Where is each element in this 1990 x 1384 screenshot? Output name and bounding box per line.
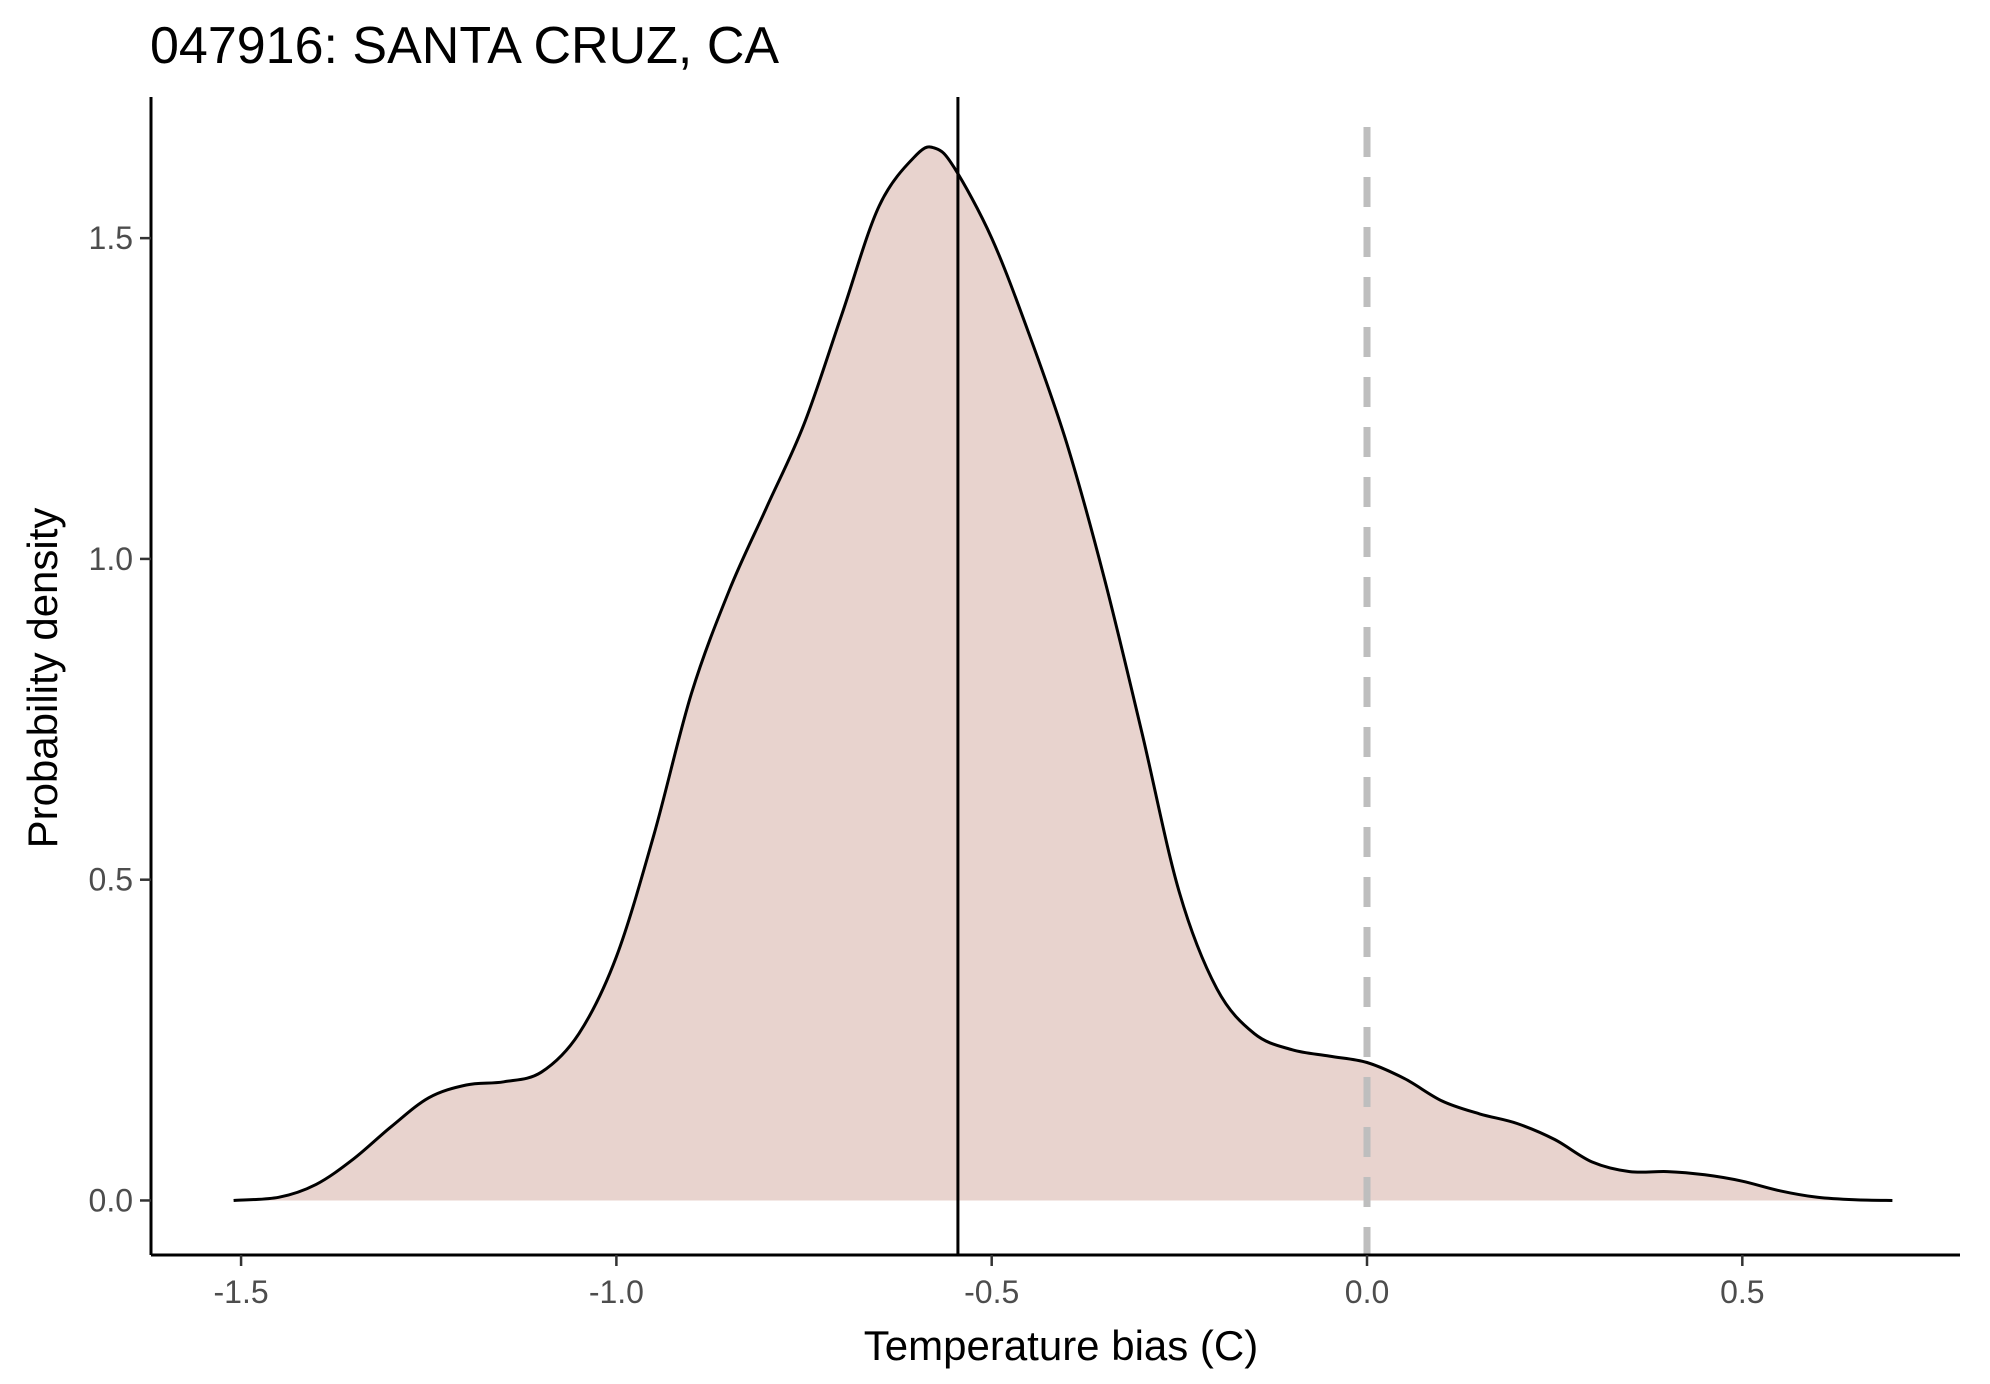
x-axis-label: Temperature bias (C) (864, 1322, 1258, 1369)
chart-title: 047916: SANTA CRUZ, CA (150, 17, 779, 75)
x-axis-ticks: -1.5 -1.0 -0.5 0.0 0.5 (214, 1255, 1765, 1310)
plot-area (233, 97, 1893, 1255)
y-axis-ticks: 0.0 0.5 1.0 1.5 (89, 220, 151, 1218)
y-tick-label: 1.5 (89, 220, 133, 256)
y-axis-label: Probability density (19, 508, 66, 849)
y-tick-label: 0.0 (89, 1182, 133, 1218)
density-curve (233, 145, 1893, 1202)
y-tick-label: 1.0 (89, 541, 133, 577)
y-tick-label: 0.5 (89, 862, 133, 898)
x-tick-label: -1.0 (589, 1274, 644, 1310)
x-tick-label: -0.5 (964, 1274, 1019, 1310)
x-tick-label: 0.0 (1345, 1274, 1389, 1310)
density-area-fill (233, 146, 1893, 1201)
x-tick-label: -1.5 (214, 1274, 269, 1310)
x-tick-label: 0.5 (1720, 1274, 1764, 1310)
